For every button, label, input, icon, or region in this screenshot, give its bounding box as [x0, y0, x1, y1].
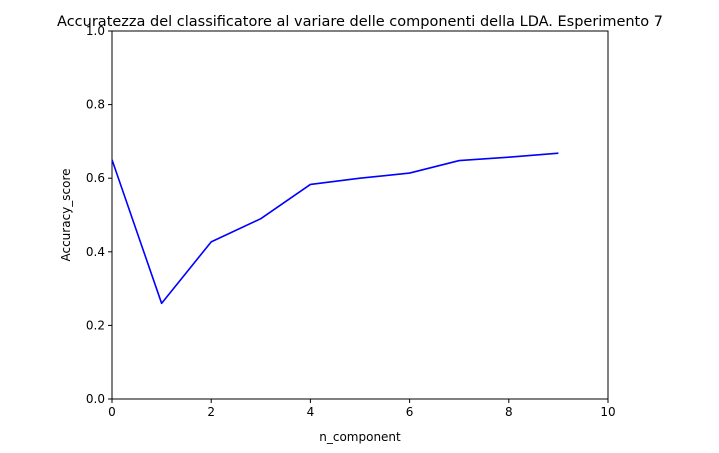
x-axis-ticks: 0 2 4 6 8 10: [108, 399, 616, 419]
plot-frame: [111, 30, 609, 400]
x-axis-label: n_component: [319, 430, 401, 444]
x-tick-label: 0: [108, 405, 116, 419]
x-tick-label: 4: [307, 405, 315, 419]
x-tick-label: 6: [406, 405, 414, 419]
y-tick-label: 0.4: [86, 245, 105, 259]
y-axis-label: Accuracy_score: [59, 168, 73, 261]
y-tick-label: 0.8: [86, 98, 105, 112]
y-tick-label: 0.0: [86, 392, 105, 406]
series-layer: [111, 152, 559, 305]
y-axis-ticks: 0.0 0.2 0.4 0.6 0.8 1.0: [86, 24, 112, 406]
x-tick-label: 8: [505, 405, 513, 419]
y-tick-label: 0.6: [86, 171, 105, 185]
y-tick-label: 1.0: [86, 24, 105, 38]
x-tick-label: 10: [600, 405, 615, 419]
x-tick-label: 2: [207, 405, 215, 419]
plot-area: [111, 30, 609, 400]
series-line: [111, 152, 559, 305]
y-tick-label: 0.2: [86, 318, 105, 332]
chart-title: Accuratezza del classificatore al variar…: [57, 14, 663, 30]
